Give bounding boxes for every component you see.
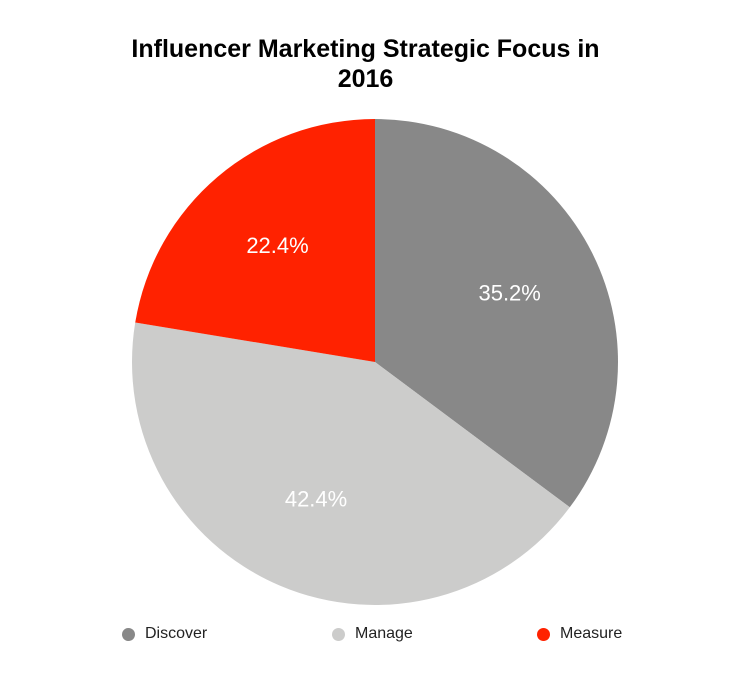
slice-label-manage: 42.4% — [285, 486, 347, 511]
pie-slice-measure[interactable] — [135, 119, 375, 362]
chart-title-line-2: 2016 — [337, 65, 394, 93]
legend-swatch-manage — [332, 627, 345, 641]
pie-slice-discover[interactable] — [375, 119, 618, 508]
legend-label-measure: Measure — [560, 625, 623, 642]
pie-slice-manage[interactable] — [132, 322, 570, 605]
chart-title-line-1: Influencer Marketing Strategic Focus in — [131, 35, 600, 63]
legend-item-manage[interactable]: Manage — [332, 620, 413, 648]
legend-swatch-measure — [537, 627, 550, 641]
chart-title: Influencer Marketing Strategic Focus in … — [0, 34, 731, 94]
legend-label-discover: Discover — [145, 625, 208, 642]
legend-item-measure[interactable]: Measure — [537, 620, 622, 648]
pie-slices — [132, 119, 618, 605]
slice-label-discover: 35.2% — [478, 280, 540, 305]
legend-item-discover[interactable]: Discover — [122, 620, 207, 648]
slice-label-measure: 22.4% — [246, 233, 308, 258]
legend-swatch-discover — [122, 627, 135, 641]
legend-label-manage: Manage — [355, 625, 413, 642]
chart-legend: Discover Manage Measure — [0, 620, 731, 648]
pie-slice-labels: 35.2% 42.4% 22.4% — [246, 233, 541, 512]
